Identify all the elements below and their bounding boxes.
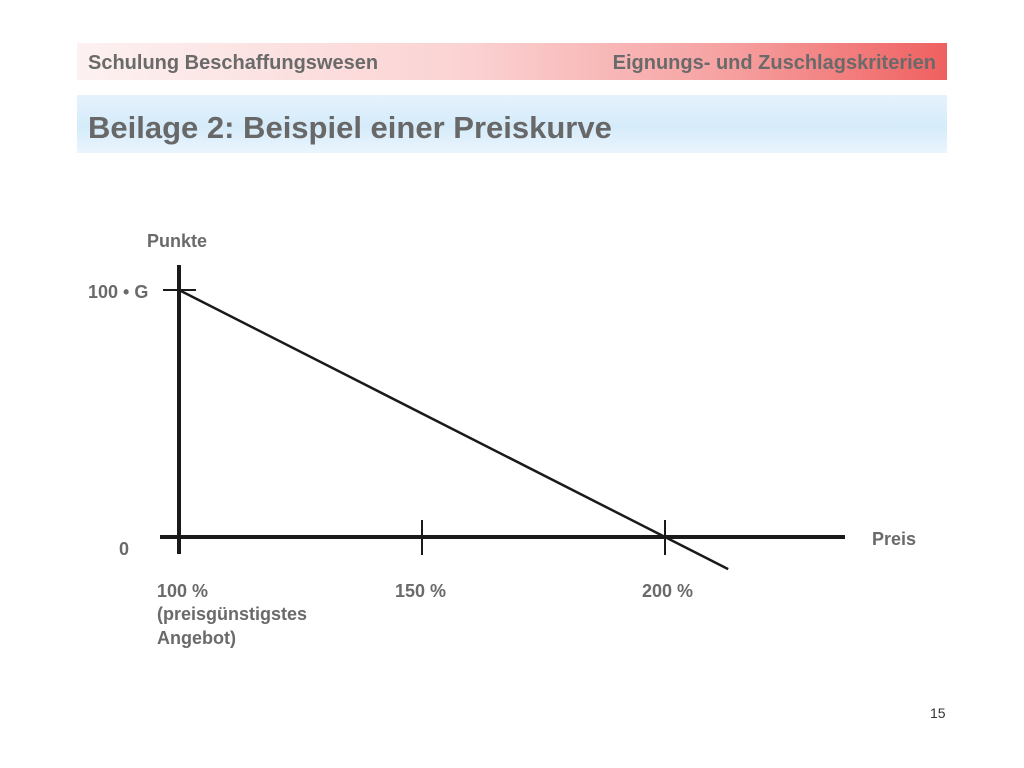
x-tick-label-100: 100 % xyxy=(157,581,209,601)
x-tick-label-200: 200 % xyxy=(642,581,694,601)
section-title: Eignungs- und Zuschlagskriterien xyxy=(612,52,936,74)
x-axis-label: Preis xyxy=(872,529,917,549)
title-band xyxy=(77,95,947,153)
y-tick-label-0: 0 xyxy=(119,539,130,559)
price-curve-line xyxy=(178,288,729,571)
x-tick-sublabel-line1: (preisgünstigstes xyxy=(157,604,308,624)
x-tick-sublabel-line2: Angebot) xyxy=(157,628,236,648)
course-title: Schulung Beschaffungswesen xyxy=(88,52,379,74)
slide-title: Beilage 2: Beispiel einer Preiskurve xyxy=(88,110,612,145)
header-band xyxy=(77,43,947,80)
page-number: 15 xyxy=(930,705,946,721)
y-tick-label-100: 100 • G xyxy=(88,282,149,302)
x-tick-label-150: 150 % xyxy=(395,581,447,601)
y-axis-label: Punkte xyxy=(147,231,208,251)
axis-ticks xyxy=(163,289,666,555)
